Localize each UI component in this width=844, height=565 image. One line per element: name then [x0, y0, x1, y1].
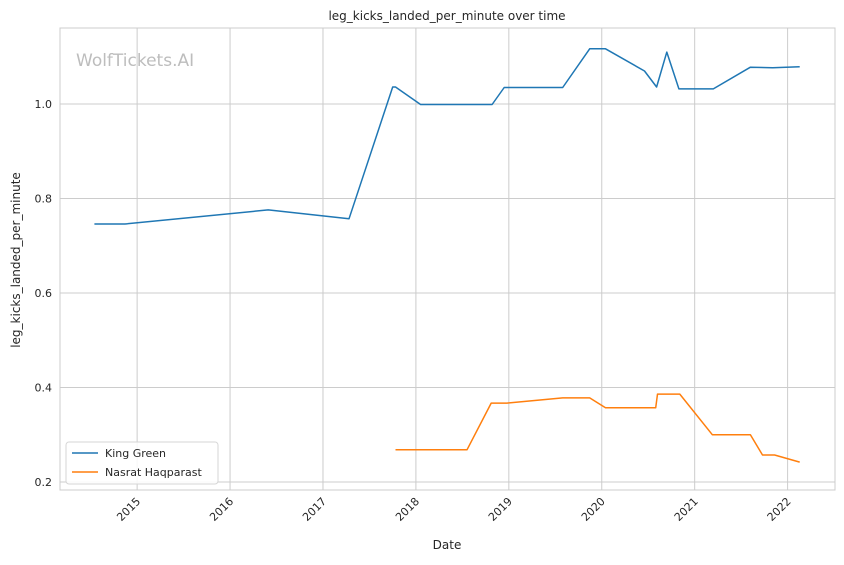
series-line-king-green — [94, 48, 800, 225]
x-tick-label: 2020 — [579, 495, 608, 524]
legend-label-nasrat-haqparast: Nasrat Haqparast — [105, 466, 202, 479]
y-tick-label: 0.6 — [35, 287, 53, 300]
legend: King Green Nasrat Haqparast — [65, 441, 219, 485]
y-tick-label: 0.2 — [35, 476, 53, 489]
y-axis-ticks: 0.2 0.4 0.6 0.8 1.0 — [35, 98, 53, 489]
plot-area — [59, 27, 836, 491]
x-axis-ticks: 2015 2016 2017 2018 2019 2020 2021 2022 — [114, 495, 793, 524]
y-tick-label: 0.4 — [35, 381, 53, 394]
x-tick-label: 2019 — [486, 495, 515, 524]
x-axis-label: Date — [433, 538, 462, 552]
y-tick-label: 1.0 — [35, 98, 53, 111]
x-tick-label: 2022 — [765, 495, 794, 524]
y-tick-label: 0.8 — [35, 193, 53, 206]
watermark: WolfTickets.AI — [76, 51, 194, 71]
legend-label-king-green: King Green — [105, 447, 166, 460]
x-tick-label: 2018 — [393, 495, 422, 524]
x-tick-label: 2016 — [207, 495, 236, 524]
series-lines — [94, 48, 800, 463]
x-tick-label: 2015 — [114, 495, 143, 524]
x-tick-label: 2017 — [300, 495, 329, 524]
legend-box — [65, 441, 219, 485]
series-line-nasrat-haqparast — [395, 393, 800, 463]
chart-title: leg_kicks_landed_per_minute over time — [328, 9, 565, 23]
x-tick-label: 2021 — [672, 495, 701, 524]
y-axis-label: leg_kicks_landed_per_minute — [9, 172, 23, 348]
